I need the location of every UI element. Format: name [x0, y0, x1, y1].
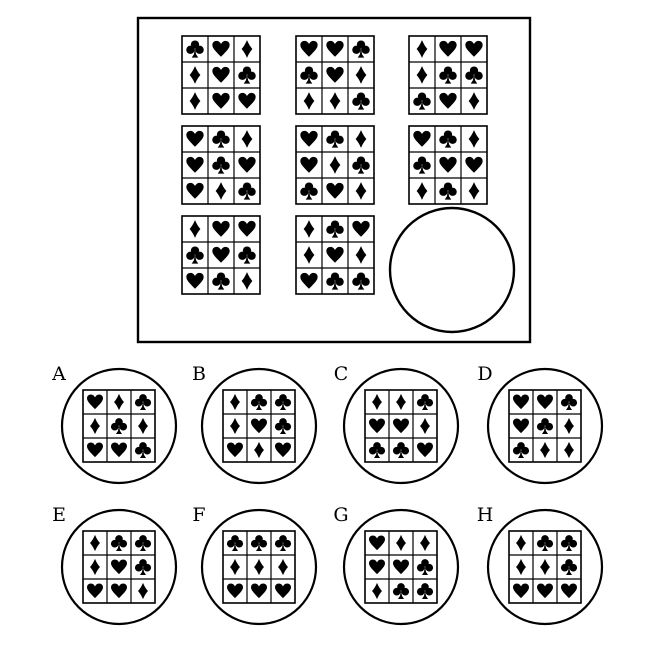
option-f[interactable]: F: [192, 504, 318, 626]
option-label: E: [52, 504, 66, 526]
option-circle: [486, 508, 604, 626]
option-grid: [508, 389, 582, 463]
option-circle: [200, 508, 318, 626]
matrix-grid-r3c1: [181, 215, 261, 295]
option-circle: [60, 367, 178, 485]
option-grid: [222, 389, 296, 463]
matrix-grid-r3c2: [295, 215, 375, 295]
option-circle: [342, 508, 460, 626]
option-label: D: [477, 363, 492, 385]
matrix-frame: [136, 16, 532, 344]
option-d[interactable]: D: [477, 363, 604, 485]
option-a[interactable]: A: [51, 363, 178, 485]
matrix-layer: [181, 35, 488, 295]
option-circle: [60, 508, 178, 626]
option-grid: [82, 530, 156, 604]
option-grid: [364, 530, 438, 604]
matrix-grid-r2c3: [408, 125, 488, 205]
matrix-grid-r1c3: [408, 35, 488, 115]
option-grid: [222, 530, 296, 604]
option-grid: [508, 530, 582, 604]
option-b[interactable]: B: [192, 363, 318, 485]
option-c[interactable]: C: [334, 363, 460, 485]
answer-blank-circle: [388, 206, 516, 334]
option-label: C: [334, 363, 349, 385]
option-label: A: [51, 363, 66, 385]
option-e[interactable]: E: [52, 504, 178, 626]
matrix-grid-r1c2: [295, 35, 375, 115]
option-h[interactable]: H: [477, 504, 604, 626]
option-circle: [486, 367, 604, 485]
matrix-grid-r1c1: [181, 35, 261, 115]
options-layer: A B C D E F G H: [51, 363, 604, 626]
option-label: H: [477, 504, 494, 526]
option-label: G: [333, 504, 348, 526]
option-label: F: [192, 504, 205, 526]
matrix-grid-r2c1: [181, 125, 261, 205]
option-circle: [200, 367, 318, 485]
option-g[interactable]: G: [333, 504, 460, 626]
matrix-grid-r2c2: [295, 125, 375, 205]
option-grid: [82, 389, 156, 463]
option-circle: [342, 367, 460, 485]
option-label: B: [192, 363, 206, 385]
option-grid: [364, 389, 438, 463]
